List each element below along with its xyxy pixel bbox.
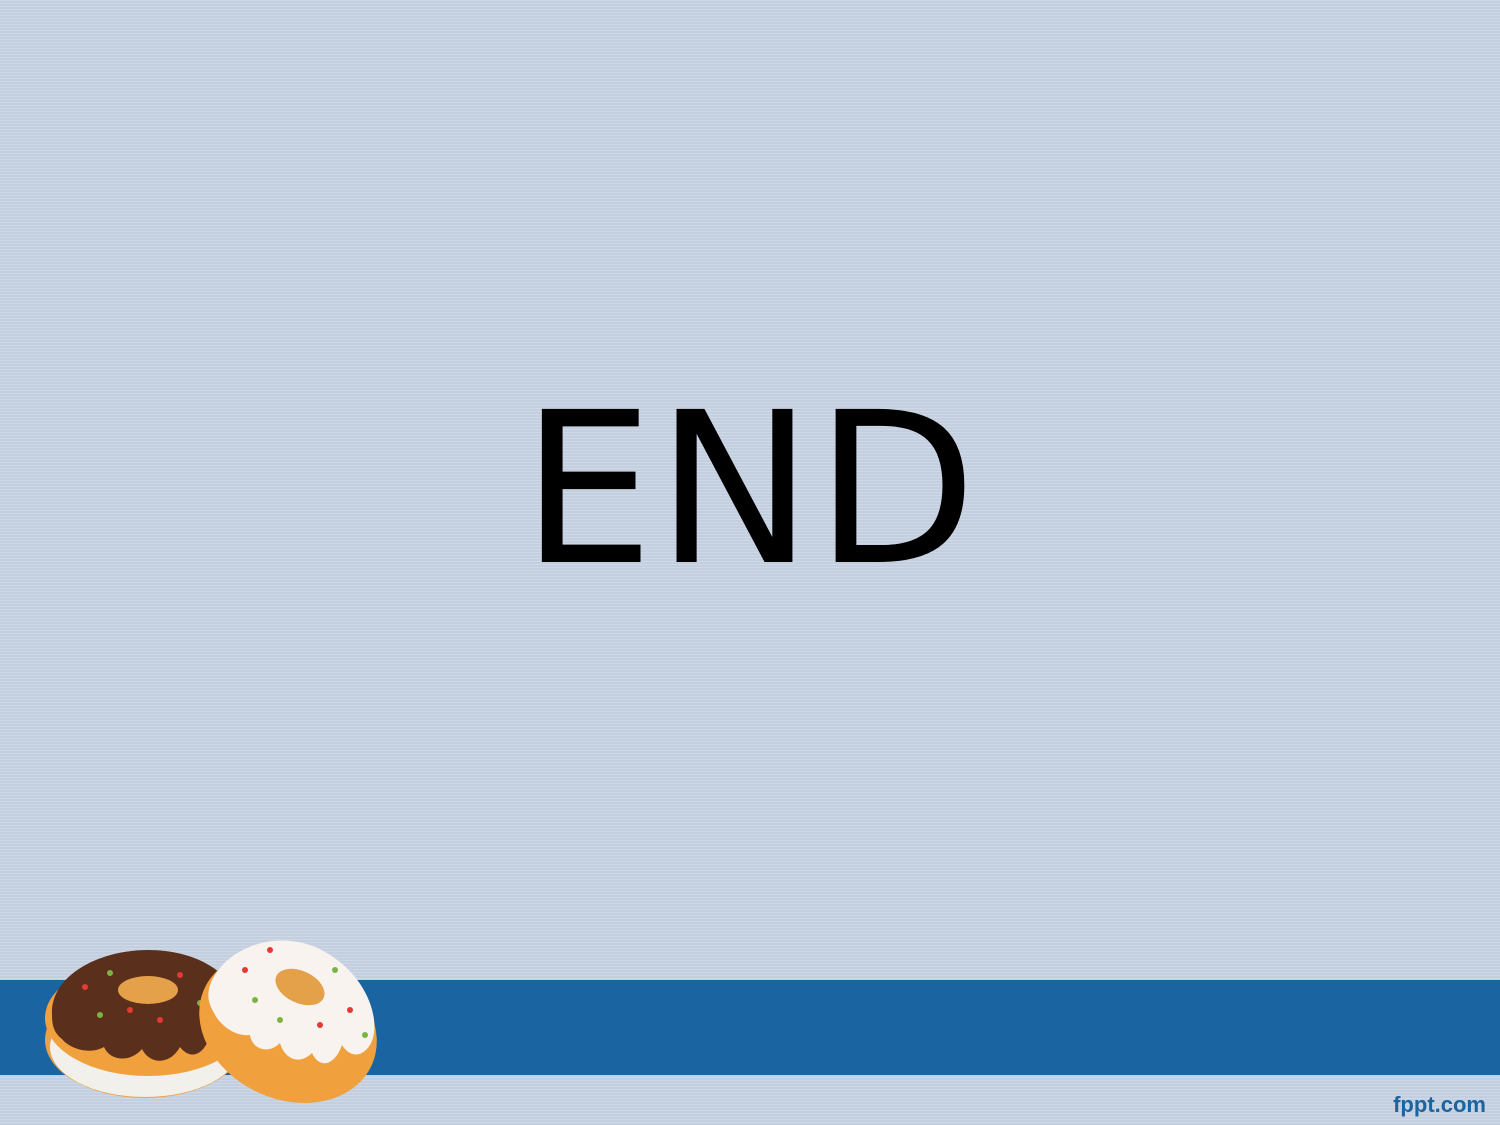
footer-brand: fppt.com: [1393, 1092, 1486, 1117]
slide-title: END: [521, 367, 979, 612]
chocolate-donut-icon: [45, 950, 251, 1098]
glazed-donut-icon: [199, 940, 377, 1103]
donuts-illustration: [45, 940, 377, 1103]
